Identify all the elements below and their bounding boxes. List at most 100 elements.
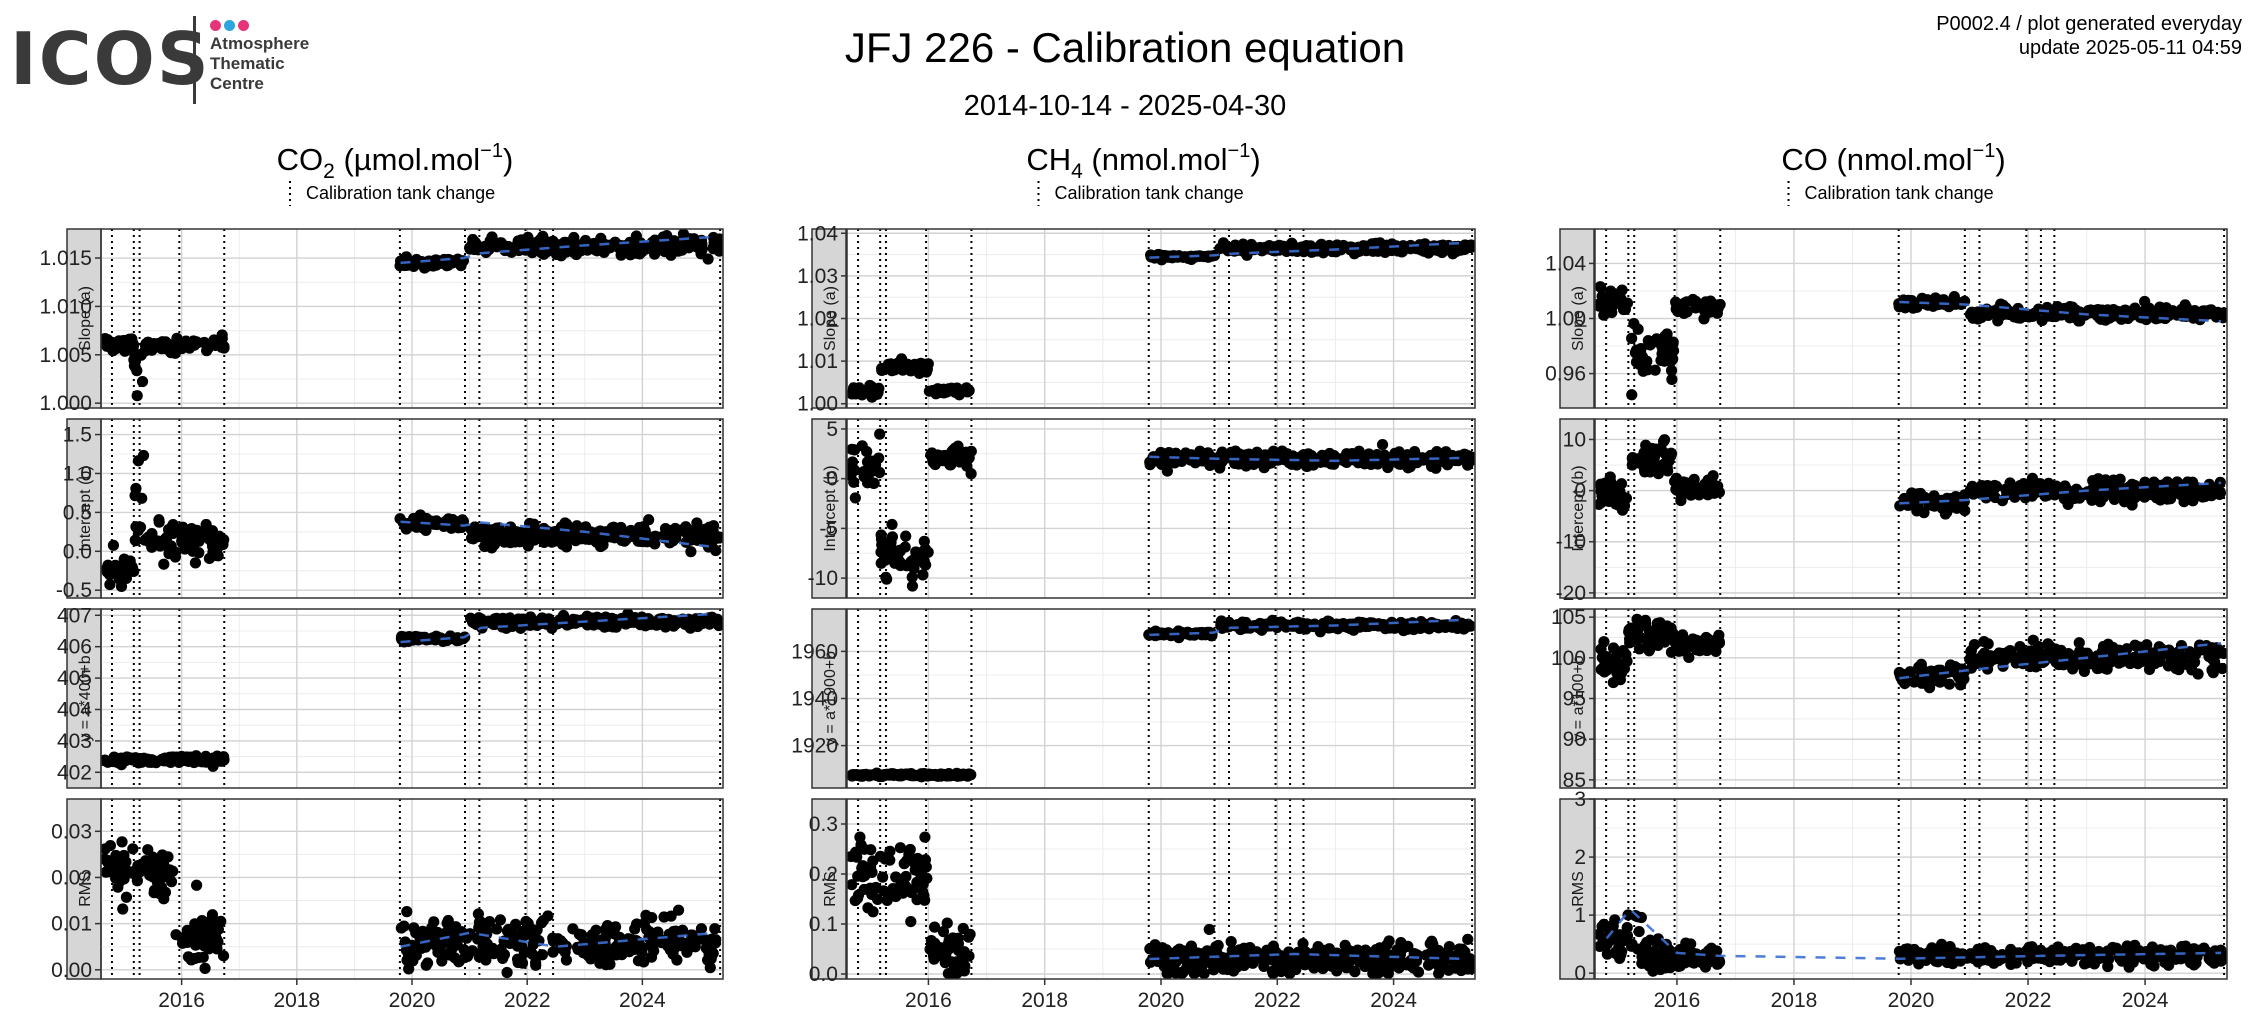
data-point [2161, 493, 2173, 505]
data-point [2038, 483, 2050, 495]
data-point [151, 876, 164, 888]
data-point [710, 544, 722, 557]
data-point [847, 470, 857, 482]
data-point [2137, 306, 2149, 319]
data-point [163, 548, 175, 560]
data-point [1610, 650, 1622, 663]
data-point [648, 945, 660, 957]
x-tick-label: 2024 [1370, 989, 1417, 1012]
data-point [1373, 953, 1386, 965]
data-point [871, 767, 883, 779]
y-tick-label: 10 [1563, 428, 1586, 451]
data-point [866, 866, 878, 878]
data-point [965, 445, 977, 457]
data-point [1626, 389, 1638, 401]
panel-intercept-b-: Intercept (b)-10-505 [808, 418, 1476, 599]
data-point [1626, 332, 1638, 344]
data-point [536, 949, 548, 961]
data-point [698, 613, 710, 625]
data-point [1450, 962, 1462, 974]
data-point [1649, 364, 1661, 376]
panel-frame [1594, 228, 2228, 409]
species-title-part: (nmol.mol [1083, 142, 1228, 177]
data-point [1226, 944, 1238, 957]
panel-strip-label: Slope (a) [77, 286, 94, 351]
data-point [869, 455, 881, 467]
data-point [101, 754, 110, 767]
data-points [101, 449, 723, 593]
y-tick-label: 1940 [791, 688, 838, 711]
panel-frame [846, 418, 1476, 599]
data-point [111, 752, 123, 765]
data-point [1255, 951, 1267, 964]
data-point [956, 952, 968, 964]
data-point [691, 517, 703, 529]
data-point [1682, 480, 1694, 492]
data-point [1646, 453, 1658, 465]
data-point [217, 950, 230, 962]
data-point [432, 943, 445, 955]
panel-strip [66, 228, 102, 409]
data-point [629, 234, 642, 246]
data-point [1650, 333, 1663, 345]
data-point [1665, 364, 1678, 377]
data-point [663, 936, 675, 949]
data-point [445, 254, 457, 266]
data-point [165, 876, 178, 888]
data-point [2175, 307, 2187, 319]
trend-line [1899, 481, 2222, 505]
panel-strip-label: Slope (a) [1570, 286, 1587, 351]
data-point [942, 943, 955, 955]
data-point [1672, 481, 1684, 493]
data-point [146, 342, 158, 354]
species-title-part: ) [1995, 142, 2005, 177]
data-point [1639, 614, 1652, 627]
data-point [513, 243, 525, 255]
data-point [1595, 281, 1607, 293]
data-point [1256, 454, 1269, 466]
data-point [2097, 491, 2110, 503]
data-point [407, 955, 419, 967]
data-point [1675, 635, 1687, 647]
data-point [529, 616, 542, 629]
data-point [1667, 353, 1679, 365]
data-point [1363, 620, 1375, 633]
data-point [1376, 438, 1389, 451]
data-point [1967, 309, 1980, 321]
data-point [179, 754, 192, 766]
data-point [472, 908, 484, 920]
data-point [1966, 480, 1978, 492]
data-point [2157, 479, 2169, 491]
species-title-part: ) [1250, 142, 1260, 177]
logo-wordmark: ICOS [10, 17, 211, 101]
data-point [211, 938, 223, 950]
data-point [153, 514, 165, 526]
data-point [920, 366, 932, 378]
data-point [607, 621, 619, 633]
y-tick-label: 1.02 [797, 308, 838, 331]
data-point [677, 229, 690, 240]
data-point [1297, 938, 1309, 950]
panel-frame [100, 608, 724, 789]
data-point [2033, 303, 2045, 315]
data-point [1699, 304, 1712, 316]
panel-strip [811, 418, 847, 599]
data-point [625, 246, 638, 258]
y-tick-label: 0.01 [51, 913, 92, 936]
data-point [604, 531, 617, 543]
data-point [181, 936, 193, 948]
data-point [2197, 491, 2209, 503]
data-point [965, 468, 977, 480]
data-point [652, 242, 664, 254]
data-point [1687, 293, 1699, 306]
data-point [1683, 651, 1695, 664]
data-point [704, 962, 716, 974]
y-tick-label: 403 [57, 730, 92, 753]
data-point [131, 390, 143, 402]
plot-info: P0002.4 / plot generated everyday update… [1936, 12, 2242, 60]
panel-slope-a-: Slope (a)0.961.001.04 [1545, 228, 2228, 409]
y-tick-label: 402 [57, 761, 92, 784]
data-point [1633, 643, 1646, 655]
